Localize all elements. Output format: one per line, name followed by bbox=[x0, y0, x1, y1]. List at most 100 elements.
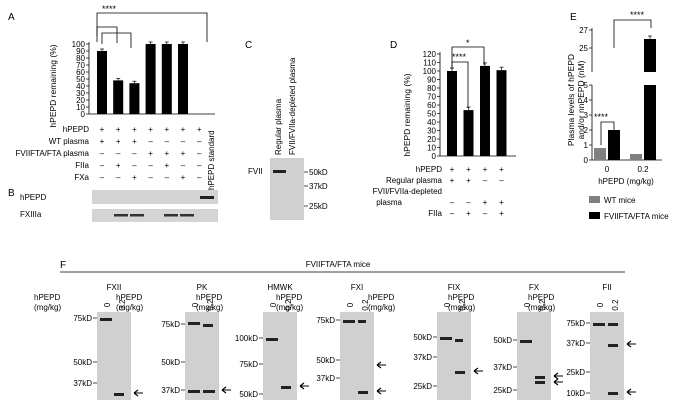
f-arrow bbox=[553, 372, 563, 380]
a-sign: – bbox=[165, 137, 170, 146]
f-ylabel-hpepd: hPEPD bbox=[448, 293, 474, 302]
f-marker-label: 50kD bbox=[73, 358, 92, 367]
a-sign: + bbox=[181, 149, 186, 158]
f-dose-02: 0.2 bbox=[118, 299, 127, 311]
f-marker-label: 75kD bbox=[239, 360, 258, 369]
f-blot-title: HMWK bbox=[267, 283, 293, 292]
a-sign: + bbox=[116, 125, 121, 134]
f-dose-02: 0.2 bbox=[458, 299, 467, 311]
f-marker-label: 25kD bbox=[413, 382, 432, 391]
a-sign: – bbox=[100, 161, 105, 170]
panel-d-ylabel: hPEPD remaining (%) bbox=[402, 73, 412, 156]
c-lane-regular-plasma: Regular plasma bbox=[274, 98, 283, 155]
panel-a-label: A bbox=[8, 12, 15, 23]
f-arrow bbox=[626, 340, 636, 348]
f-band bbox=[100, 318, 112, 321]
f-ylabel-mgkg: (mg/kg) bbox=[34, 303, 61, 312]
f-arrow bbox=[376, 361, 386, 369]
f-marker-label: 75kD bbox=[73, 314, 92, 323]
f-marker-label: 50kD bbox=[316, 356, 335, 365]
f-band bbox=[188, 322, 200, 325]
a-sign: – bbox=[116, 149, 121, 158]
f-band bbox=[440, 337, 452, 340]
d-bar bbox=[480, 65, 490, 156]
e-xtick-1: 0.2 bbox=[637, 165, 649, 174]
f-dose-02: 0.2 bbox=[361, 299, 370, 311]
f-blot-membrane bbox=[263, 312, 297, 400]
a-sign: – bbox=[197, 149, 202, 158]
f-ylabel-mgkg: (mg/kg) bbox=[196, 303, 223, 312]
a-sign: – bbox=[148, 137, 153, 146]
d-sign: – bbox=[499, 176, 504, 185]
f-marker-label: 25kD bbox=[493, 386, 512, 395]
f-ylabel-hpepd: hPEPD bbox=[34, 293, 60, 302]
e-sig-1: **** bbox=[630, 10, 645, 20]
f-blot-membrane bbox=[517, 312, 551, 400]
e-sig-2: **** bbox=[594, 112, 609, 122]
a-sign: + bbox=[181, 173, 186, 182]
panel-f-label: F bbox=[60, 260, 66, 271]
a-ytick-label: 100 bbox=[72, 40, 86, 49]
f-dose-0: 0 bbox=[346, 302, 355, 307]
a-sign: – bbox=[100, 149, 105, 158]
a-bar bbox=[145, 44, 156, 114]
f-marker-label: 75kD bbox=[161, 320, 180, 329]
a-ytick-label: 90 bbox=[76, 47, 85, 56]
a-bar bbox=[178, 44, 188, 114]
c-marker-25: 25kD bbox=[309, 202, 328, 211]
f-blot-membrane bbox=[185, 312, 219, 400]
d-ytick-label: 60 bbox=[427, 101, 436, 110]
a-sign: – bbox=[181, 161, 186, 170]
f-blot-title: PK bbox=[197, 283, 208, 292]
a-sign: – bbox=[100, 173, 105, 182]
panel-d-label: D bbox=[390, 40, 397, 51]
a-row-label-fxa: FXa bbox=[74, 173, 89, 182]
d-ytick-label: 110 bbox=[423, 59, 436, 68]
c-markers: 50kD 37kD 25kD bbox=[304, 168, 328, 211]
f-marker-label: 37kD bbox=[316, 374, 335, 383]
f-ylabel-hpepd: hPEPD bbox=[368, 293, 394, 302]
d-bar bbox=[463, 110, 474, 156]
a-sign: + bbox=[100, 137, 105, 146]
f-dose-0: 0 bbox=[443, 302, 452, 307]
f-band bbox=[203, 324, 213, 327]
f-ylabel-mgkg: (mg/kg) bbox=[116, 303, 143, 312]
f-marker-label: 50kD bbox=[493, 336, 512, 345]
a-ytick-label: 20 bbox=[76, 96, 85, 105]
f-band bbox=[520, 340, 532, 343]
d-sign: – bbox=[483, 176, 488, 185]
e-ytick-label: 4 bbox=[584, 96, 589, 105]
a-bar bbox=[161, 44, 172, 114]
d-ytick-label: 20 bbox=[427, 135, 436, 144]
a-sign: + bbox=[148, 125, 153, 134]
a-row-label-wt-plasma: WT plasma bbox=[49, 137, 90, 146]
f-band bbox=[266, 338, 278, 341]
e-xtick-0: 0 bbox=[605, 165, 610, 174]
f-ylabel-hpepd: hPEPD bbox=[196, 293, 222, 302]
b-row-hpepd: hPEPD bbox=[20, 193, 46, 202]
f-band bbox=[608, 323, 618, 326]
panel-c-label: C bbox=[245, 40, 252, 51]
d-row-label-depleted: FVII/FVIIa-depleted bbox=[373, 187, 442, 196]
panel-d-conditions: hPEPD Regular plasma FVII/FVIIa-depleted… bbox=[373, 165, 505, 218]
d-sig-2: **** bbox=[452, 52, 467, 62]
e-legend-swatch-mut bbox=[589, 212, 600, 219]
e-legend: WT mice FVIIFTA/FTA mice bbox=[589, 196, 669, 221]
d-ytick-label: 120 bbox=[423, 50, 437, 59]
e-ytick-label: 1 bbox=[584, 141, 589, 150]
a-sign: + bbox=[100, 125, 105, 134]
f-band bbox=[455, 339, 463, 342]
f-band bbox=[608, 392, 618, 395]
a-ytick-label: 0 bbox=[81, 110, 86, 119]
d-sign: + bbox=[499, 198, 504, 207]
f-ylabel-hpepd: hPEPD bbox=[116, 293, 142, 302]
f-marker-label: 37kD bbox=[566, 339, 585, 348]
e-bar-lower bbox=[644, 85, 656, 160]
panel-e-ylabel-line2: and/or nnPEPD (nM) bbox=[576, 60, 586, 139]
a-sign: + bbox=[197, 125, 202, 134]
panel-b-label: B bbox=[8, 188, 15, 199]
a-sign: – bbox=[197, 161, 202, 170]
